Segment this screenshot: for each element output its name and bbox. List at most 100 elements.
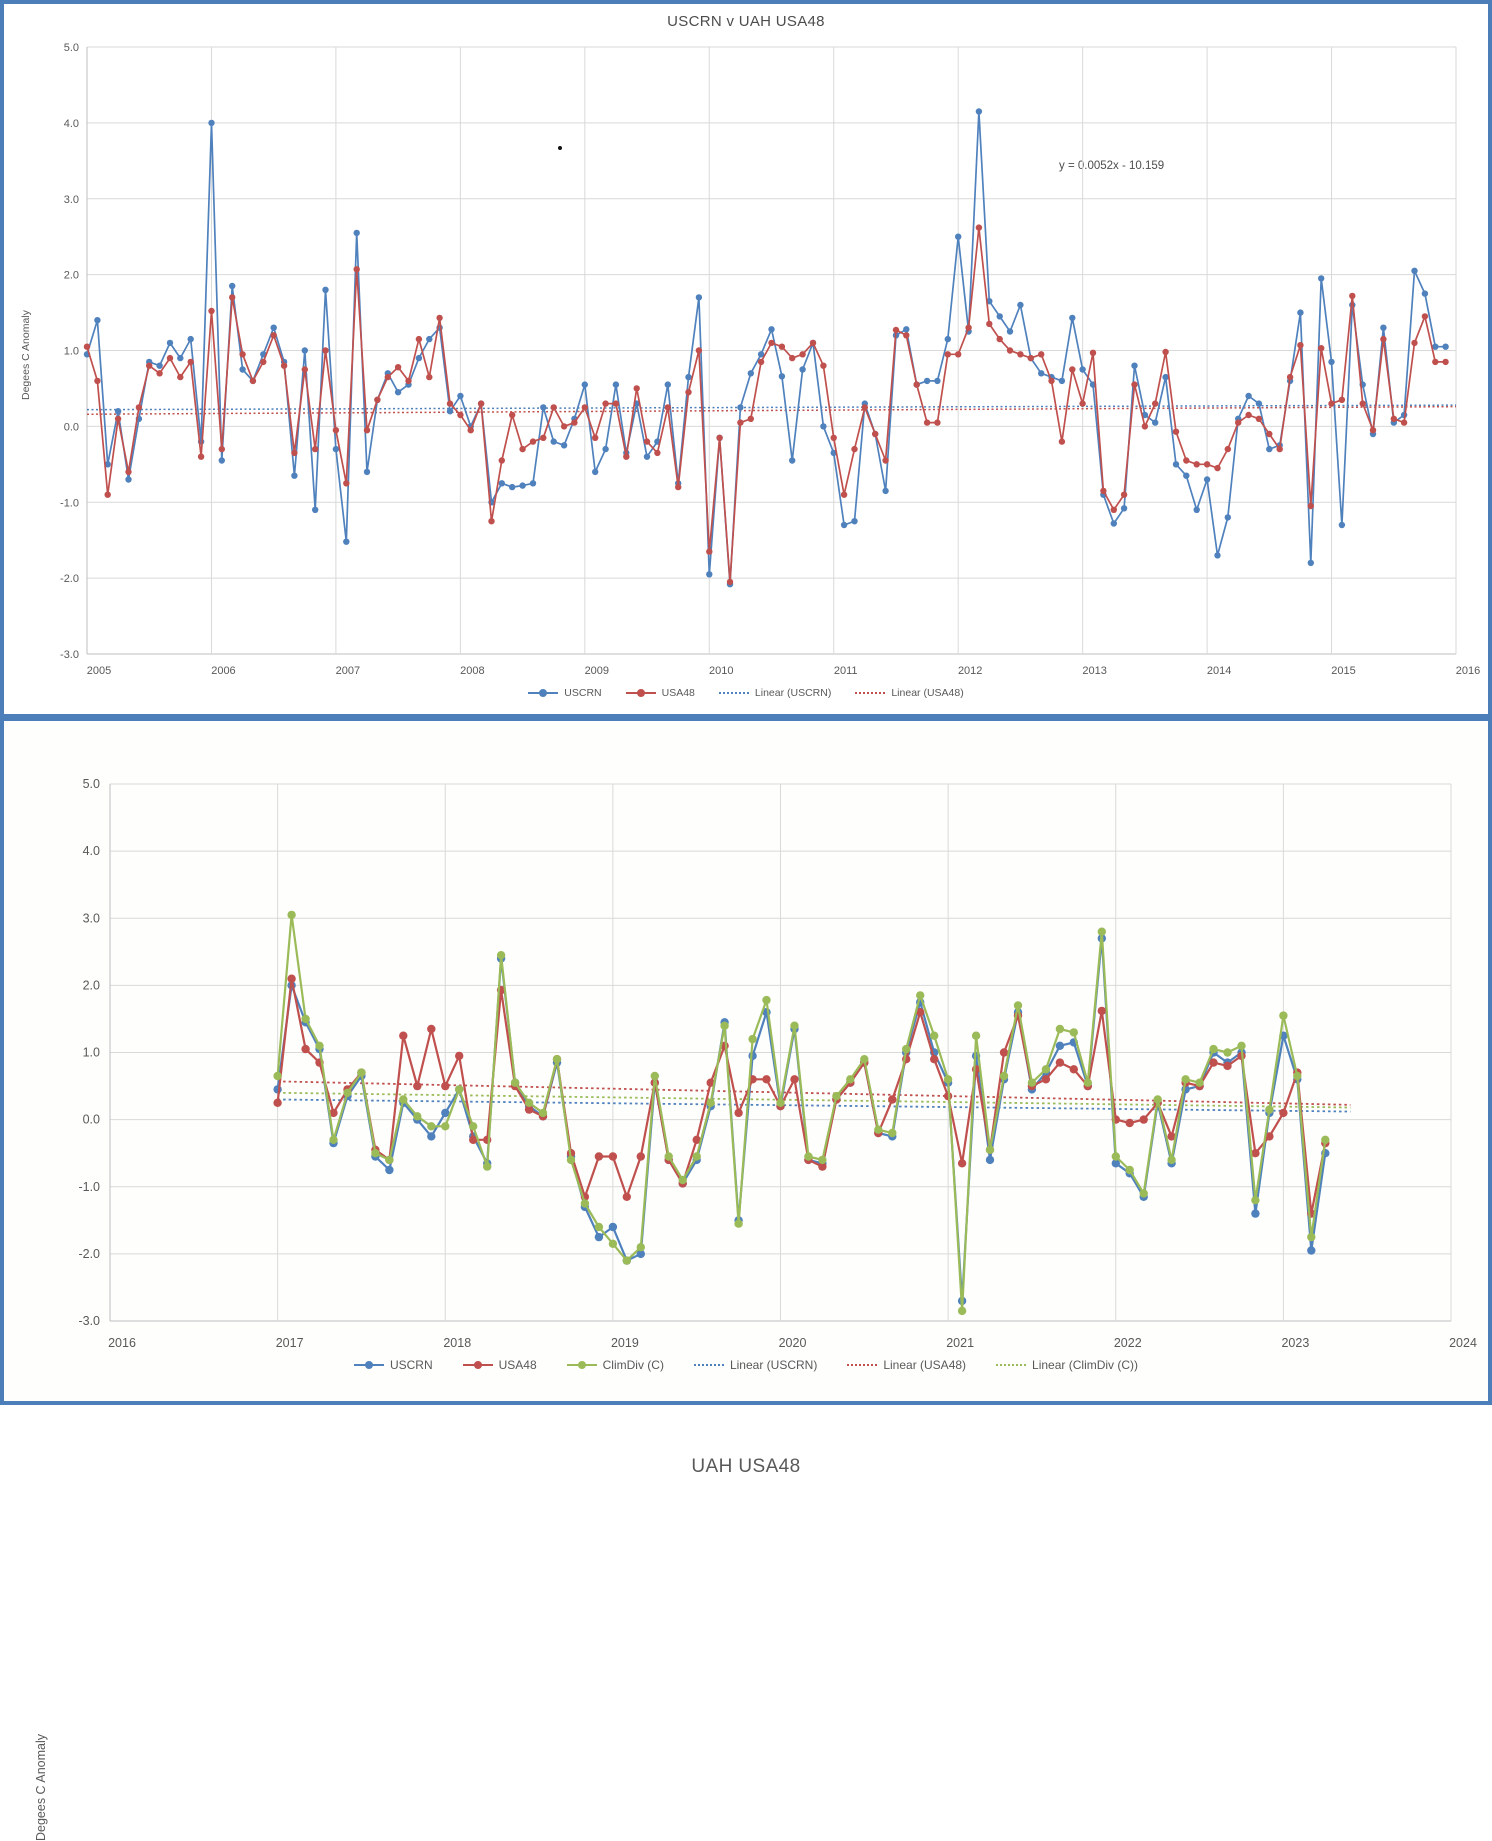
data-point	[524, 1105, 534, 1114]
data-point	[799, 351, 806, 358]
data-point	[1167, 1155, 1176, 1165]
data-point	[1100, 487, 1107, 495]
data-point	[483, 1162, 492, 1171]
data-point	[1006, 347, 1014, 354]
data-point	[156, 362, 163, 369]
data-point	[1380, 335, 1387, 343]
axis-tick-labels: 2005 2006 2007 2008 2009 2010 2011 2012 2013 2014…	[60, 42, 1480, 677]
x-tick-label: 2020	[779, 1336, 807, 1350]
data-point	[757, 351, 765, 358]
data-point	[840, 491, 848, 498]
data-point	[1421, 290, 1429, 297]
trendline-linear-usa48-	[86, 405, 1457, 415]
data-point	[1110, 520, 1118, 527]
data-point	[1307, 1232, 1316, 1242]
data-point	[1055, 1041, 1065, 1051]
data-point	[540, 434, 547, 441]
data-point	[832, 1091, 841, 1101]
data-point	[1442, 358, 1449, 366]
data-point	[776, 1098, 785, 1108]
legend-dotted-line-icon	[718, 689, 749, 698]
trendline-equation: y = 0.0052x - 10.159	[1059, 160, 1165, 172]
data-point	[1359, 400, 1366, 407]
data-point	[1131, 362, 1138, 369]
data-point	[1139, 1115, 1148, 1124]
data-point	[716, 434, 723, 441]
data-point	[1203, 476, 1211, 483]
y-tick-label: -1.0	[60, 497, 79, 509]
data-point	[1193, 461, 1200, 468]
data-point	[385, 1165, 394, 1175]
data-point	[1181, 1075, 1190, 1084]
y-tick-label: 3.0	[83, 911, 100, 925]
x-tick-label: 2014	[1207, 665, 1231, 677]
legend-label: USA48	[661, 687, 695, 699]
legend-item: Linear (USCRN)	[718, 687, 831, 699]
legend-dotted-line-icon	[693, 1361, 724, 1370]
data-point	[820, 423, 827, 430]
gridlines	[109, 783, 1452, 1322]
data-point	[608, 1222, 618, 1232]
data-point	[399, 1095, 408, 1104]
data-point	[457, 392, 464, 400]
data-point	[399, 1031, 408, 1040]
data-point	[957, 1159, 967, 1168]
data-point	[552, 1055, 562, 1064]
data-point	[301, 366, 308, 373]
data-point	[343, 1088, 352, 1098]
data-point	[1349, 292, 1356, 300]
data-point	[519, 445, 526, 453]
data-point	[312, 506, 319, 513]
legend-item: USA48	[462, 1358, 537, 1372]
y-tick-label: 3.0	[64, 194, 79, 206]
data-point	[778, 343, 786, 350]
data-point	[955, 233, 962, 240]
data-point	[882, 457, 889, 464]
data-point	[650, 1071, 659, 1081]
data-point	[519, 482, 526, 489]
legend-item: USCRN	[353, 1358, 433, 1372]
data-point	[902, 1044, 911, 1054]
data-point	[985, 1155, 995, 1165]
data-point	[1183, 457, 1190, 464]
data-point	[726, 578, 734, 586]
series-usa48	[83, 224, 1449, 586]
data-point	[125, 468, 132, 476]
data-point	[706, 571, 713, 578]
y-tick-label: 5.0	[83, 777, 100, 791]
x-tick-label: 2017	[276, 1336, 304, 1350]
data-point	[1279, 1108, 1288, 1118]
x-tick-label: 2016	[108, 1336, 136, 1350]
x-tick-label: 2016	[1456, 665, 1480, 677]
data-point	[965, 324, 972, 331]
data-point	[1255, 415, 1263, 422]
data-point	[594, 1222, 604, 1232]
data-point	[1110, 506, 1118, 513]
data-point	[1380, 324, 1387, 331]
data-point	[208, 307, 215, 315]
data-point	[985, 1145, 995, 1155]
data-point	[415, 354, 423, 362]
data-point	[467, 427, 474, 434]
x-tick-label: 2019	[611, 1336, 639, 1350]
data-point	[944, 351, 951, 358]
data-point	[1079, 400, 1086, 407]
data-point	[301, 1044, 310, 1054]
data-point	[1152, 400, 1159, 407]
data-point	[996, 313, 1003, 320]
data-point	[762, 995, 771, 1005]
data-point	[280, 362, 288, 369]
data-point	[996, 335, 1003, 343]
data-point	[1139, 1189, 1148, 1198]
data-point	[695, 294, 703, 301]
data-point	[1338, 396, 1346, 403]
data-point	[413, 1112, 422, 1121]
series-line	[86, 110, 1446, 586]
data-point	[457, 411, 464, 419]
data-point	[809, 339, 817, 347]
data-point	[1069, 1028, 1079, 1037]
data-point	[1083, 1078, 1093, 1087]
data-point	[1251, 1196, 1260, 1205]
data-point	[498, 457, 505, 464]
x-tick-label: 2018	[443, 1336, 471, 1350]
